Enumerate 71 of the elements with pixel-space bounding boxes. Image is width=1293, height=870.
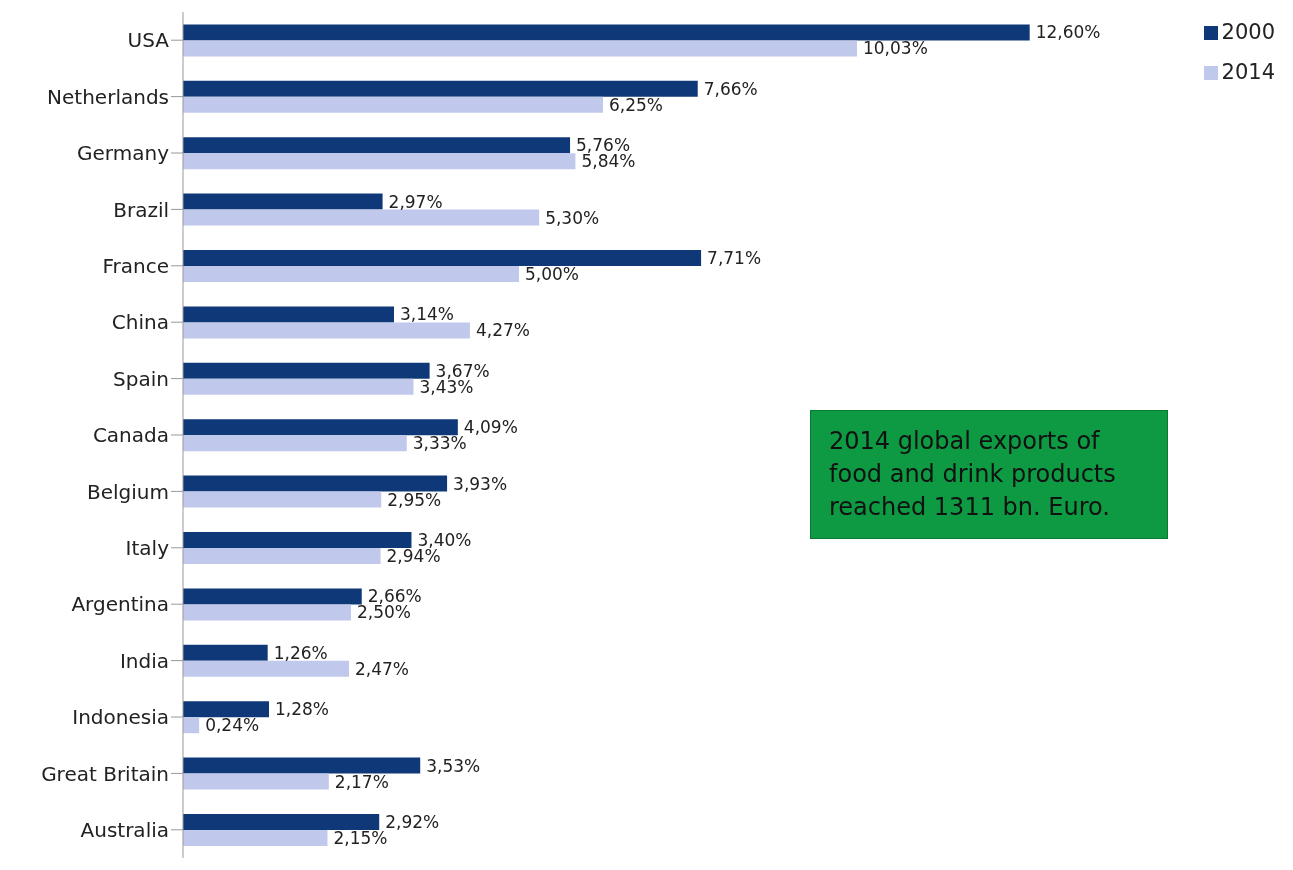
- bar: [183, 322, 470, 339]
- bar: [183, 137, 571, 154]
- bar: [183, 378, 414, 395]
- bar: [183, 717, 200, 734]
- data-label: 7,71%: [707, 248, 762, 269]
- y-tick-label: Germany: [77, 141, 170, 166]
- bar: [183, 773, 329, 790]
- y-tick-label: Brazil: [113, 197, 169, 222]
- legend-label: 2014: [1221, 60, 1275, 84]
- data-label: 5,76%: [576, 135, 631, 156]
- bar: [183, 588, 362, 605]
- bar: [183, 604, 351, 621]
- data-label: 2,92%: [385, 812, 440, 833]
- data-label: 6,25%: [608, 94, 663, 115]
- bar: [183, 266, 519, 283]
- bar: [183, 153, 576, 170]
- data-label: 3,93%: [453, 473, 508, 494]
- y-tick-label: China: [111, 310, 169, 335]
- data-label: 7,66%: [703, 78, 758, 99]
- data-label: 3,53%: [426, 755, 481, 776]
- bar: [183, 475, 448, 492]
- data-label: 2,15%: [333, 828, 388, 849]
- data-label: 10,03%: [862, 38, 928, 59]
- y-tick-label: USA: [127, 28, 170, 53]
- y-tick-label: Australia: [80, 817, 169, 842]
- bar: [183, 362, 430, 379]
- bar: [183, 814, 380, 831]
- data-label: 2,95%: [387, 489, 442, 510]
- bar: [183, 548, 381, 565]
- bar: [183, 532, 412, 549]
- bar: [183, 660, 349, 677]
- data-label: 5,00%: [524, 264, 579, 285]
- data-label: 12,60%: [1035, 22, 1101, 43]
- y-tick-label: Indonesia: [72, 705, 169, 730]
- bar: [183, 250, 702, 267]
- bar: [183, 80, 698, 97]
- bar: [183, 419, 458, 436]
- data-label: 2,66%: [367, 586, 422, 607]
- data-label: 3,14%: [400, 304, 455, 325]
- data-label: 2,97%: [388, 191, 443, 212]
- bar: [183, 491, 382, 508]
- bar: [183, 193, 383, 210]
- bar: [183, 757, 421, 774]
- bar: [183, 24, 1030, 41]
- y-tick-label: Belgium: [87, 479, 169, 504]
- bar: [183, 830, 328, 847]
- legend-label: 2000: [1221, 20, 1275, 44]
- y-tick-label: Argentina: [71, 592, 169, 617]
- bar: [183, 644, 268, 661]
- bar: [183, 40, 857, 57]
- y-tick-label: France: [102, 253, 169, 278]
- y-tick-label: Canada: [92, 423, 169, 448]
- y-tick-label: Great Britain: [41, 761, 169, 786]
- bar: [183, 435, 407, 452]
- data-label: 0,24%: [205, 715, 260, 736]
- y-tick-label: Italy: [125, 535, 170, 560]
- annotation: 2014 global exports of food and drink products reached 1311 bn. Euro.: [810, 410, 1168, 539]
- data-label: 5,30%: [545, 207, 600, 228]
- data-label: 2,17%: [334, 771, 389, 792]
- bar: [183, 701, 270, 718]
- bar: [183, 209, 540, 226]
- data-label: 2,47%: [354, 658, 409, 679]
- data-label: 1,26%: [273, 642, 328, 663]
- data-label: 3,40%: [417, 530, 472, 551]
- bar: [183, 96, 603, 113]
- data-label: 1,28%: [275, 699, 330, 720]
- bar: [183, 306, 394, 323]
- data-label: 4,27%: [475, 320, 530, 341]
- y-tick-label: Spain: [113, 366, 169, 391]
- y-tick-label: Netherlands: [47, 84, 169, 109]
- y-tick-label: India: [119, 648, 169, 673]
